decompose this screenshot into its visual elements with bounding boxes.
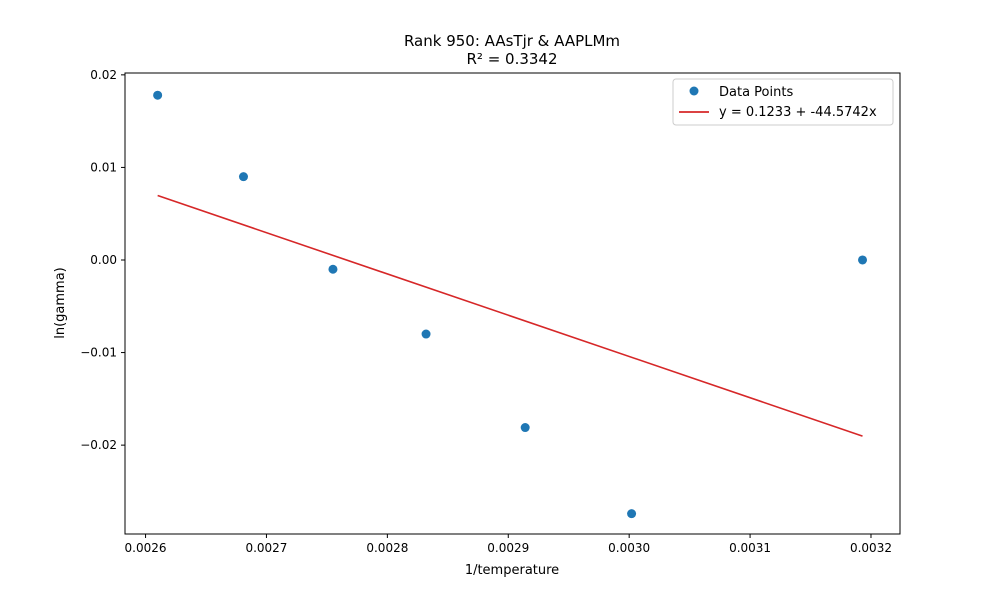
plot-area: 0.0026 0.0027 0.0028 0.0029 0.0030 0.0031 0.00… bbox=[80, 68, 892, 555]
data-point bbox=[328, 264, 338, 274]
x-axis-label: 1/temperature bbox=[465, 563, 559, 578]
x-tick-label: 0.0032 bbox=[850, 541, 892, 555]
y-tick-label: 0.01 bbox=[90, 160, 117, 174]
x-tick-label: 0.0029 bbox=[487, 541, 529, 555]
x-tick-label: 0.0027 bbox=[245, 541, 287, 555]
chart-title: Rank 950: AAsTjr & AAPLMm bbox=[404, 32, 620, 50]
data-point bbox=[858, 255, 868, 265]
y-tick-label: −0.02 bbox=[80, 438, 117, 452]
regression-line bbox=[157, 194, 863, 437]
legend: Data Points y = 0.1233 + -44.5742x bbox=[672, 78, 894, 126]
y-tick-label: 0.00 bbox=[90, 253, 117, 267]
legend-label-regression-line: y = 0.1233 + -44.5742x bbox=[719, 105, 877, 120]
y-tick-label: −0.01 bbox=[80, 346, 117, 360]
legend-marker-data-points bbox=[689, 86, 699, 96]
data-point bbox=[520, 423, 530, 433]
plot-frame bbox=[124, 72, 901, 535]
x-tick-label: 0.0026 bbox=[125, 541, 167, 555]
x-tick-label: 0.0028 bbox=[366, 541, 408, 555]
legend-box bbox=[672, 78, 894, 126]
y-axis-label: ln(gamma) bbox=[53, 267, 68, 339]
x-tick-label: 0.0030 bbox=[608, 541, 650, 555]
data-point bbox=[153, 90, 163, 100]
data-point bbox=[238, 172, 248, 182]
x-tick-label: 0.0031 bbox=[729, 541, 771, 555]
data-point bbox=[421, 329, 431, 339]
y-tick-label: 0.02 bbox=[90, 68, 117, 82]
chart-subtitle: R² = 0.3342 bbox=[466, 50, 557, 68]
data-point bbox=[627, 509, 637, 519]
legend-label-data-points: Data Points bbox=[719, 85, 793, 100]
